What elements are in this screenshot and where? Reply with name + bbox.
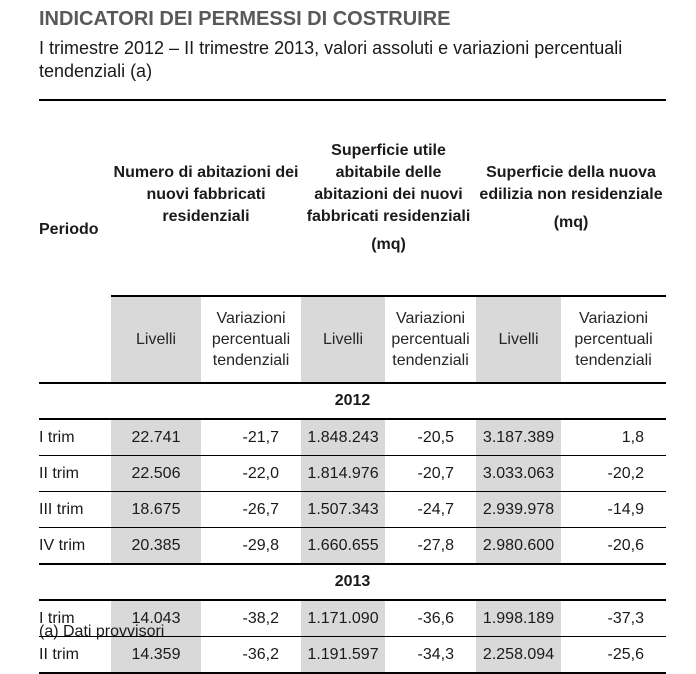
cell-level: 22.506 xyxy=(111,455,201,492)
cell-variation: -37,3 xyxy=(607,609,645,627)
year-row: 2013 xyxy=(39,563,667,601)
header-levels: Livelli xyxy=(476,295,562,383)
cell-variation: -27,8 xyxy=(385,527,477,564)
header-group-unit: (mq) xyxy=(553,214,589,231)
header-variations: Variazioni percentuali tendenziali xyxy=(385,295,477,383)
cell-level: 20.385 xyxy=(111,527,201,564)
cell-level: 14.043 xyxy=(111,600,201,637)
cell-level: 3.033.063 xyxy=(476,455,562,492)
cell-level: 2.939.978 xyxy=(476,491,562,528)
cell-variation: -25,6 xyxy=(561,636,667,673)
header-group-non-residential: Superficie della nuova edilizia non resi… xyxy=(476,100,666,296)
header-group-label: Superficie della nuova edilizia non resi… xyxy=(479,164,663,203)
cell-level: 1.507.343 xyxy=(301,491,386,528)
table-row: II trim 14.359 -36,2 1.191.597 -34,3 2.258.09… xyxy=(39,636,667,673)
cell-level: 1.848.243 xyxy=(301,419,386,456)
cell-variation: -36,6 xyxy=(417,609,455,627)
cell-variation: -24,7 xyxy=(385,491,477,528)
cell-variation: -14,9 xyxy=(561,491,667,528)
header-levels: Livelli xyxy=(111,295,201,383)
cell-level: 1.171.090 xyxy=(301,600,386,637)
cell-variation: -26,7 xyxy=(201,491,302,528)
cell-variation: -20,2 xyxy=(561,455,667,492)
row-period: I trim xyxy=(39,428,75,446)
permits-table: Periodo Numero di abitazioni dei nuovi f… xyxy=(39,99,667,674)
header-group-label: Numero di abitazioni dei nuovi fabbricat… xyxy=(113,164,299,225)
cell-level: 22.741 xyxy=(111,419,201,456)
cell-variation: -20,6 xyxy=(561,527,667,564)
table-row: I trim 14.043 -38,2 1.171.090 -36,6 1.998.189… xyxy=(39,600,666,637)
table-row: I trim 22.741 -21,7 1.848.243 -20,5 3.187.389… xyxy=(39,419,666,456)
cell-variation: -29,8 xyxy=(201,527,302,564)
cell-variation: -38,2 xyxy=(242,609,280,627)
year-row: 2012 xyxy=(39,382,667,420)
cell-level: 1.814.976 xyxy=(301,455,386,492)
cell-level: 1.191.597 xyxy=(301,636,386,673)
cell-variation: -20,7 xyxy=(385,455,477,492)
table-row: II trim 22.506 -22,0 1.814.976 -20,7 3.033.06… xyxy=(39,455,667,492)
row-period: II trim xyxy=(39,636,111,673)
header-blank xyxy=(39,296,111,383)
row-period: IV trim xyxy=(39,527,111,564)
header-variations: Variazioni percentuali tendenziali xyxy=(201,295,302,383)
cell-variation: -34,3 xyxy=(385,636,477,673)
row-period: III trim xyxy=(39,491,111,528)
footnote: (a) Dati provvisori xyxy=(39,623,165,640)
cell-level: 1.660.655 xyxy=(301,527,386,564)
table-row: IV trim 20.385 -29,8 1.660.655 -27,8 2.980.60… xyxy=(39,527,667,564)
cell-level: 2.980.600 xyxy=(476,527,562,564)
cell-variation: -20,5 xyxy=(417,428,455,446)
header-group-unit: (mq) xyxy=(371,236,406,253)
cell-level: 3.187.389 xyxy=(476,419,562,456)
header-variations: Variazioni percentuali tendenziali xyxy=(561,295,667,383)
cell-variation: -36,2 xyxy=(201,636,302,673)
cell-level: 14.359 xyxy=(111,636,201,673)
cell-variation: 1,8 xyxy=(621,428,645,446)
cell-level: 18.675 xyxy=(111,491,201,528)
row-period: I trim xyxy=(39,609,75,627)
cell-level: 2.258.094 xyxy=(476,636,562,673)
document-subtitle: I trimestre 2012 – II trimestre 2013, va… xyxy=(39,38,623,81)
document-title: INDICATORI DEI PERMESSI DI COSTRUIRE xyxy=(39,8,451,30)
header-group-floor-area: Superficie utile abitabile delle abitazi… xyxy=(301,100,476,296)
header-group-dwellings: Numero di abitazioni dei nuovi fabbricat… xyxy=(111,100,301,296)
header-group-label: Superficie utile abitabile delle abitazi… xyxy=(306,142,471,225)
header-period: Periodo xyxy=(39,220,99,238)
cell-variation: -21,7 xyxy=(242,428,280,446)
cell-variation: -22,0 xyxy=(201,455,302,492)
cell-level: 1.998.189 xyxy=(476,600,562,637)
row-period: II trim xyxy=(39,455,111,492)
table-row: III trim 18.675 -26,7 1.507.343 -24,7 2.939.9… xyxy=(39,491,667,528)
header-levels: Livelli xyxy=(301,295,386,383)
